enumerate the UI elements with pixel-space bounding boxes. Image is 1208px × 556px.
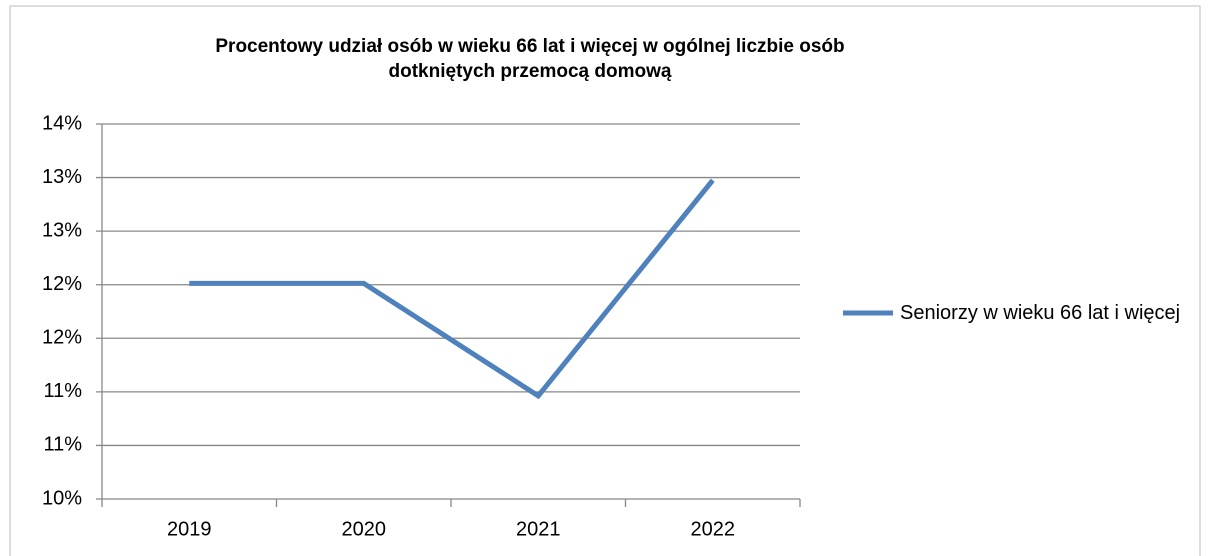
y-tick-label: 11% <box>43 434 82 456</box>
y-tick-label: 11% <box>43 380 82 402</box>
x-tick-label: 2022 <box>691 518 736 540</box>
x-tick-label: 2019 <box>167 518 212 540</box>
y-tick-label: 14% <box>42 112 82 134</box>
y-tick-label: 13% <box>42 219 82 241</box>
chart-title: Procentowy udział osób w wieku 66 lat i … <box>215 36 845 82</box>
y-tick-label: 10% <box>42 487 82 509</box>
y-tick-label: 12% <box>42 327 82 349</box>
y-tick-label: 13% <box>42 166 82 188</box>
series-line <box>189 178 715 400</box>
legend-label: Seniorzy w wieku 66 lat i więcej <box>900 302 1181 324</box>
frame <box>9 5 1201 556</box>
x-tick-label: 2020 <box>342 518 387 540</box>
y-tick-label: 12% <box>42 273 82 295</box>
x-tick-label: 2021 <box>516 518 561 540</box>
